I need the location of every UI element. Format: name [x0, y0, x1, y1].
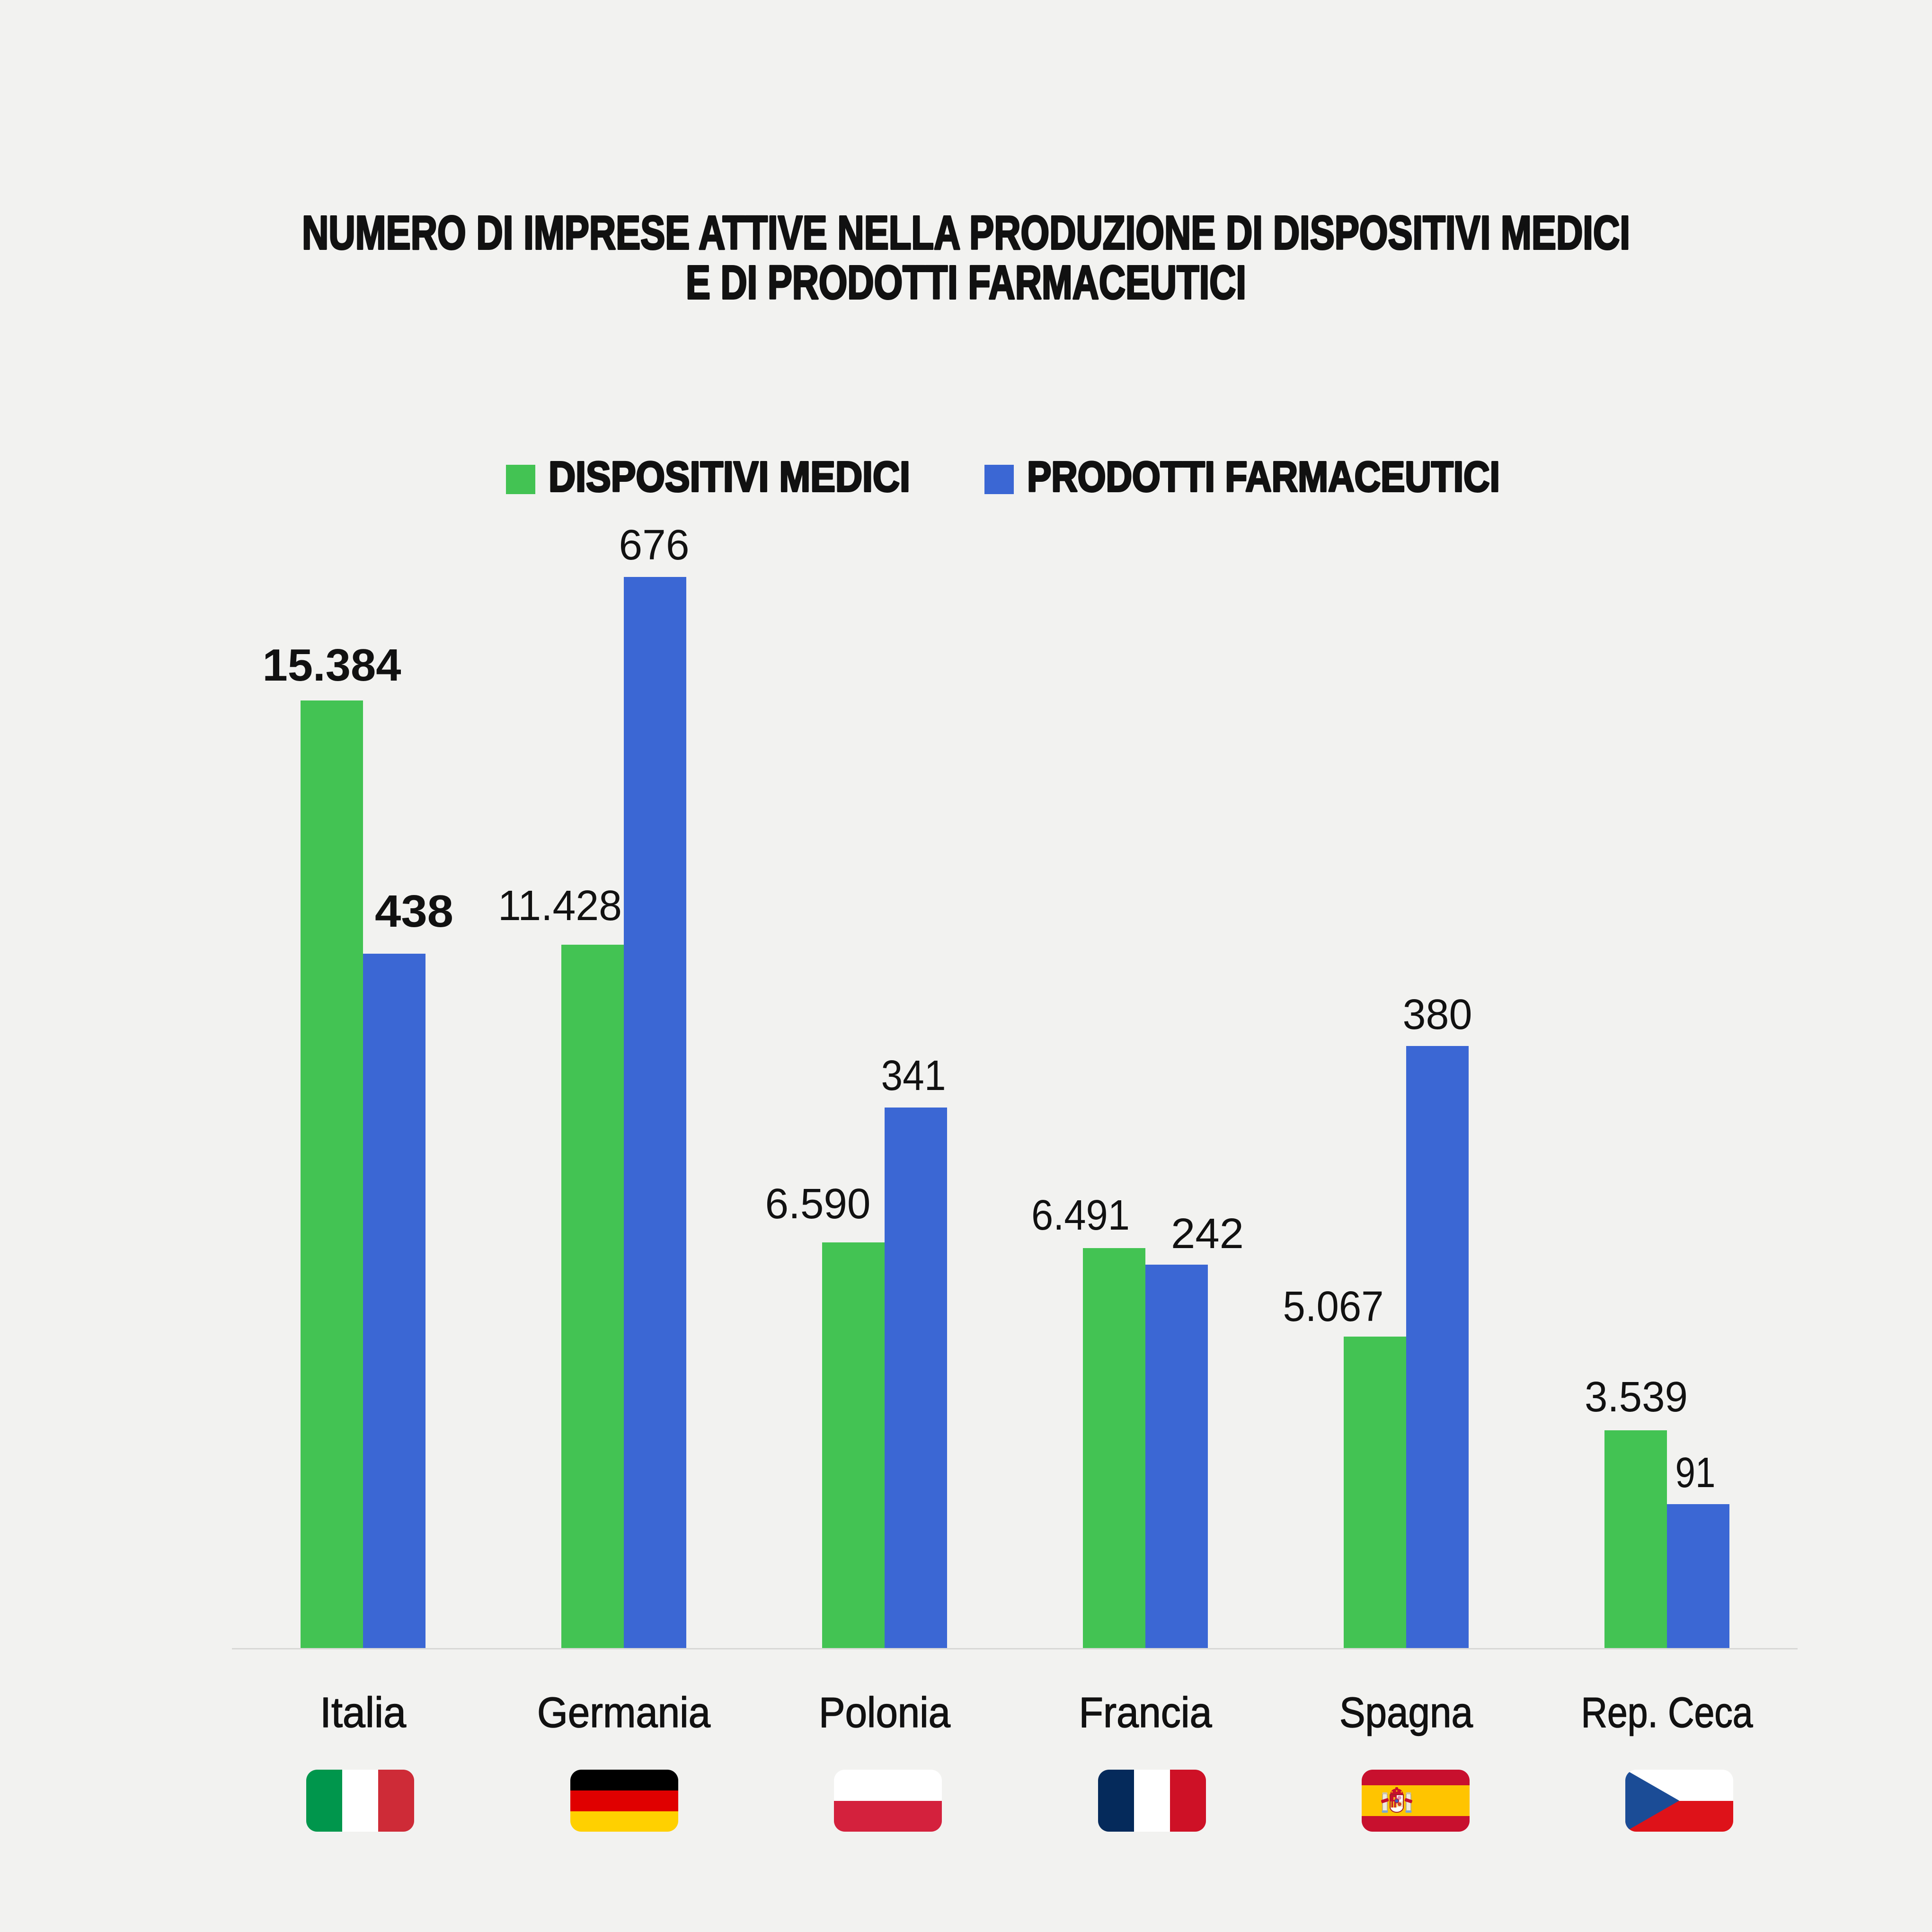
- svg-text:PRODOTTI FARMACEUTICI: PRODOTTI FARMACEUTICI: [1027, 453, 1500, 501]
- svg-text:91: 91: [1675, 1449, 1716, 1497]
- svg-text:676: 676: [619, 522, 690, 569]
- svg-text:438: 438: [375, 886, 453, 937]
- svg-text:Spagna: Spagna: [1339, 1689, 1473, 1737]
- svg-text:341: 341: [881, 1052, 946, 1099]
- svg-text:Francia: Francia: [1079, 1689, 1213, 1737]
- svg-text:3.539: 3.539: [1585, 1374, 1688, 1421]
- svg-text:15.384: 15.384: [263, 640, 401, 691]
- svg-text:11.428: 11.428: [498, 882, 622, 930]
- svg-text:Italia: Italia: [320, 1689, 407, 1737]
- svg-text:NUMERO DI IMPRESE ATTIVE NELLA: NUMERO DI IMPRESE ATTIVE NELLA PRODUZION…: [302, 206, 1630, 259]
- svg-text:6.491: 6.491: [1031, 1192, 1130, 1239]
- svg-text:E DI PRODOTTI FARMACEUTICI: E DI PRODOTTI FARMACEUTICI: [686, 256, 1246, 309]
- svg-text:DISPOSITIVI MEDICI: DISPOSITIVI MEDICI: [549, 453, 910, 501]
- svg-text:6.590: 6.590: [765, 1180, 871, 1228]
- svg-text:Polonia: Polonia: [819, 1689, 951, 1737]
- svg-text:380: 380: [1403, 991, 1472, 1038]
- svg-text:Germania: Germania: [537, 1689, 711, 1737]
- svg-text:Rep. Ceca: Rep. Ceca: [1581, 1689, 1754, 1737]
- svg-text:242: 242: [1171, 1210, 1244, 1258]
- svg-text:5.067: 5.067: [1283, 1283, 1384, 1330]
